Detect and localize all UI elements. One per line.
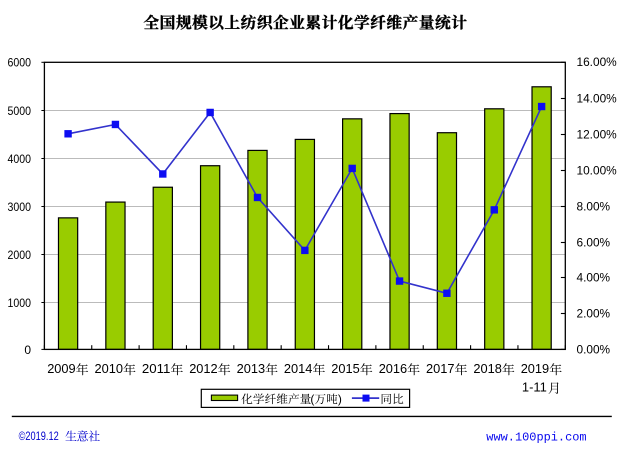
svg-text:4000: 4000 — [8, 152, 32, 166]
svg-text:2018: 2018 — [473, 361, 502, 376]
svg-text:6000: 6000 — [8, 56, 32, 70]
svg-text:3000: 3000 — [8, 200, 32, 214]
svg-text:©2019.12: ©2019.12 — [19, 429, 59, 443]
svg-text:16.00%: 16.00% — [577, 55, 618, 69]
svg-text:10.00%: 10.00% — [577, 163, 618, 177]
svg-text:(: ( — [310, 392, 314, 406]
svg-text:2011: 2011 — [142, 361, 171, 376]
svg-text:0: 0 — [24, 343, 31, 357]
svg-text:2010: 2010 — [95, 361, 124, 376]
svg-text:2016: 2016 — [379, 361, 408, 376]
svg-text:1000: 1000 — [8, 296, 32, 310]
svg-text:2000: 2000 — [8, 248, 32, 262]
svg-text:2014: 2014 — [284, 361, 313, 376]
svg-text:2019: 2019 — [521, 361, 550, 376]
svg-text:8.00%: 8.00% — [577, 199, 611, 213]
svg-text:www.100ppi.com: www.100ppi.com — [486, 431, 586, 445]
svg-text:0.00%: 0.00% — [577, 342, 611, 356]
svg-text:2.00%: 2.00% — [577, 306, 611, 320]
svg-text:2015: 2015 — [331, 361, 360, 376]
svg-text:2013: 2013 — [237, 361, 266, 376]
svg-text:): ) — [338, 392, 342, 406]
svg-text:14.00%: 14.00% — [577, 91, 618, 105]
svg-text:2012: 2012 — [189, 361, 218, 376]
svg-text:4.00%: 4.00% — [577, 270, 611, 284]
svg-text:5000: 5000 — [8, 104, 32, 118]
svg-text:2009: 2009 — [47, 361, 75, 376]
svg-text:2017: 2017 — [426, 361, 455, 376]
svg-text:1-11: 1-11 — [522, 380, 547, 395]
svg-text:6.00%: 6.00% — [577, 235, 611, 249]
svg-text:12.00%: 12.00% — [577, 127, 618, 141]
